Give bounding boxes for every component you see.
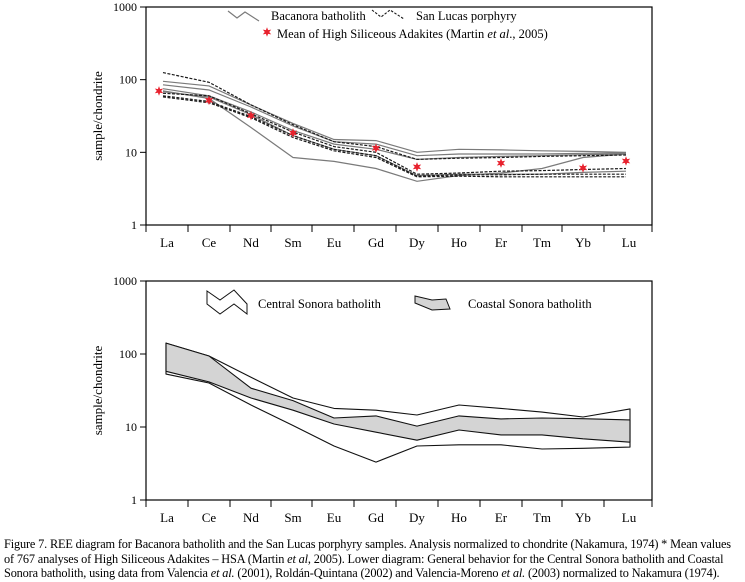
x-tick-label: La xyxy=(160,235,174,250)
hsa-markers xyxy=(154,86,631,173)
series-lines xyxy=(162,72,627,182)
caption-line-3: Sonora batholith, using data from Valenc… xyxy=(4,566,744,581)
legend-hsa-italic: et al xyxy=(487,27,509,41)
sanlucas-line xyxy=(162,96,626,178)
legend-coastal-swatch xyxy=(414,295,451,311)
caption-text: of 767 analyses of High Siliceous Adakit… xyxy=(4,551,288,566)
y-axis-title: sample/chondrite xyxy=(90,71,105,161)
hsa-star-marker xyxy=(288,128,298,138)
y-tick-label: 100 xyxy=(119,73,137,87)
hsa-star-marker xyxy=(371,143,381,153)
x-tick-label: Eu xyxy=(327,510,342,525)
legend-hsa-text: Mean of High Siliceous Adakites (Martin xyxy=(277,27,487,41)
y-tick-label: 1 xyxy=(131,493,137,507)
hsa-star-marker xyxy=(154,86,164,96)
sanlucas-line xyxy=(162,72,627,161)
bacanora-line xyxy=(162,80,627,153)
y-tick-label: 1000 xyxy=(113,274,137,288)
x-tick-label: Dy xyxy=(409,510,425,525)
bottom-ree-chart: 1 10 100 1000 La Ce Nd Sm Eu Gd Dy Ho Er Tm Yb Lu sample… xyxy=(90,274,653,525)
figure-caption: Figure 7. REE diagram for Bacanora batho… xyxy=(4,537,744,581)
caption-text: Sonora batholith, using data from Valenc… xyxy=(4,566,211,581)
hsa-star-marker xyxy=(578,163,588,173)
x-tick-label: Yb xyxy=(575,510,591,525)
legend-central-label: Central Sonora batholith xyxy=(258,297,382,311)
legend-bacanora-swatch xyxy=(227,10,260,22)
y-tick-label: 10 xyxy=(125,145,137,159)
x-tick-label: Ho xyxy=(451,235,467,250)
bacanora-line xyxy=(162,90,627,182)
hsa-star-marker xyxy=(496,158,506,168)
x-tick-label: Ce xyxy=(202,510,217,525)
hsa-star-marker xyxy=(204,95,214,106)
bacanora-line xyxy=(162,84,627,157)
legend-bacanora-label: Bacanora batholith xyxy=(271,9,367,23)
x-tick-label: Er xyxy=(495,510,508,525)
legend-sanlucas-swatch xyxy=(371,9,405,20)
x-tick-label: Gd xyxy=(368,510,384,525)
legend-hsa-text: ., 2005) xyxy=(509,27,548,41)
legend-central-swatch xyxy=(206,289,248,316)
x-tick-label: Nd xyxy=(243,235,259,250)
legend-sanlucas-label: San Lucas porphyry xyxy=(416,9,517,23)
caption-line-2: of 767 analyses of High Siliceous Adakit… xyxy=(4,552,744,567)
sanlucas-line xyxy=(162,92,627,175)
hsa-star-marker xyxy=(412,162,422,172)
x-tick-label: Lu xyxy=(622,235,637,250)
hsa-star-marker xyxy=(621,156,631,166)
x-tick-label: Tm xyxy=(533,510,551,525)
caption-italic: et al xyxy=(287,551,308,566)
plot-frame xyxy=(145,6,653,226)
x-tick-label: Yb xyxy=(575,235,591,250)
caption-text: (2003) normalized to Nakamura (1974). xyxy=(525,566,720,581)
x-tick-label: La xyxy=(160,510,174,525)
top-ree-chart: 1 10 100 1000 La Ce Nd Sm Eu Gd Dy Ho Er Tm Yb Lu sample… xyxy=(90,0,653,250)
x-tick-label: Tm xyxy=(533,235,551,250)
x-tick-label: Lu xyxy=(622,510,637,525)
legend-hsa-star xyxy=(262,27,272,37)
caption-text: , 2005). Lower diagram: General behavior… xyxy=(307,551,724,566)
x-tick-label: Ho xyxy=(451,510,467,525)
x-tick-label: Dy xyxy=(409,235,425,250)
hsa-star-marker xyxy=(246,110,256,121)
legend: Central Sonora batholith Coastal Sonora b… xyxy=(206,289,592,316)
y-tick-label: 100 xyxy=(119,347,137,361)
x-tick-label: Sm xyxy=(284,235,301,250)
x-tick-label: Eu xyxy=(327,235,342,250)
legend-hsa-label: Mean of High Siliceous Adakites (Martin … xyxy=(277,27,548,41)
caption-text: Figure 7. REE diagram for Bacanora batho… xyxy=(4,537,731,551)
bands xyxy=(165,342,631,463)
plot-frame xyxy=(145,280,653,501)
legend: Bacanora batholith San Lucas porphyry Mean… xyxy=(227,9,548,41)
central-sonora-band xyxy=(165,342,631,463)
y-tick-label: 1 xyxy=(131,218,137,232)
caption-line-1: Figure 7. REE diagram for Bacanora batho… xyxy=(4,537,744,552)
x-tick-label: Nd xyxy=(243,510,259,525)
x-tick-label: Er xyxy=(495,235,508,250)
y-tick-label: 10 xyxy=(125,420,137,434)
caption-italic: et al. xyxy=(210,566,235,581)
coastal-sonora-band xyxy=(165,342,631,443)
bacanora-line xyxy=(162,88,627,161)
x-tick-label: Gd xyxy=(368,235,384,250)
x-tick-label: Ce xyxy=(202,235,217,250)
y-tick-label: 1000 xyxy=(113,0,137,14)
sanlucas-line xyxy=(162,95,626,177)
legend-coastal-label: Coastal Sonora batholith xyxy=(468,297,592,311)
y-axis-title: sample/chondrite xyxy=(90,346,105,436)
caption-italic: et al. xyxy=(501,566,526,581)
x-tick-label: Sm xyxy=(284,510,301,525)
caption-text: (2001), Roldán-Quintana (2002) and Valen… xyxy=(234,566,502,581)
